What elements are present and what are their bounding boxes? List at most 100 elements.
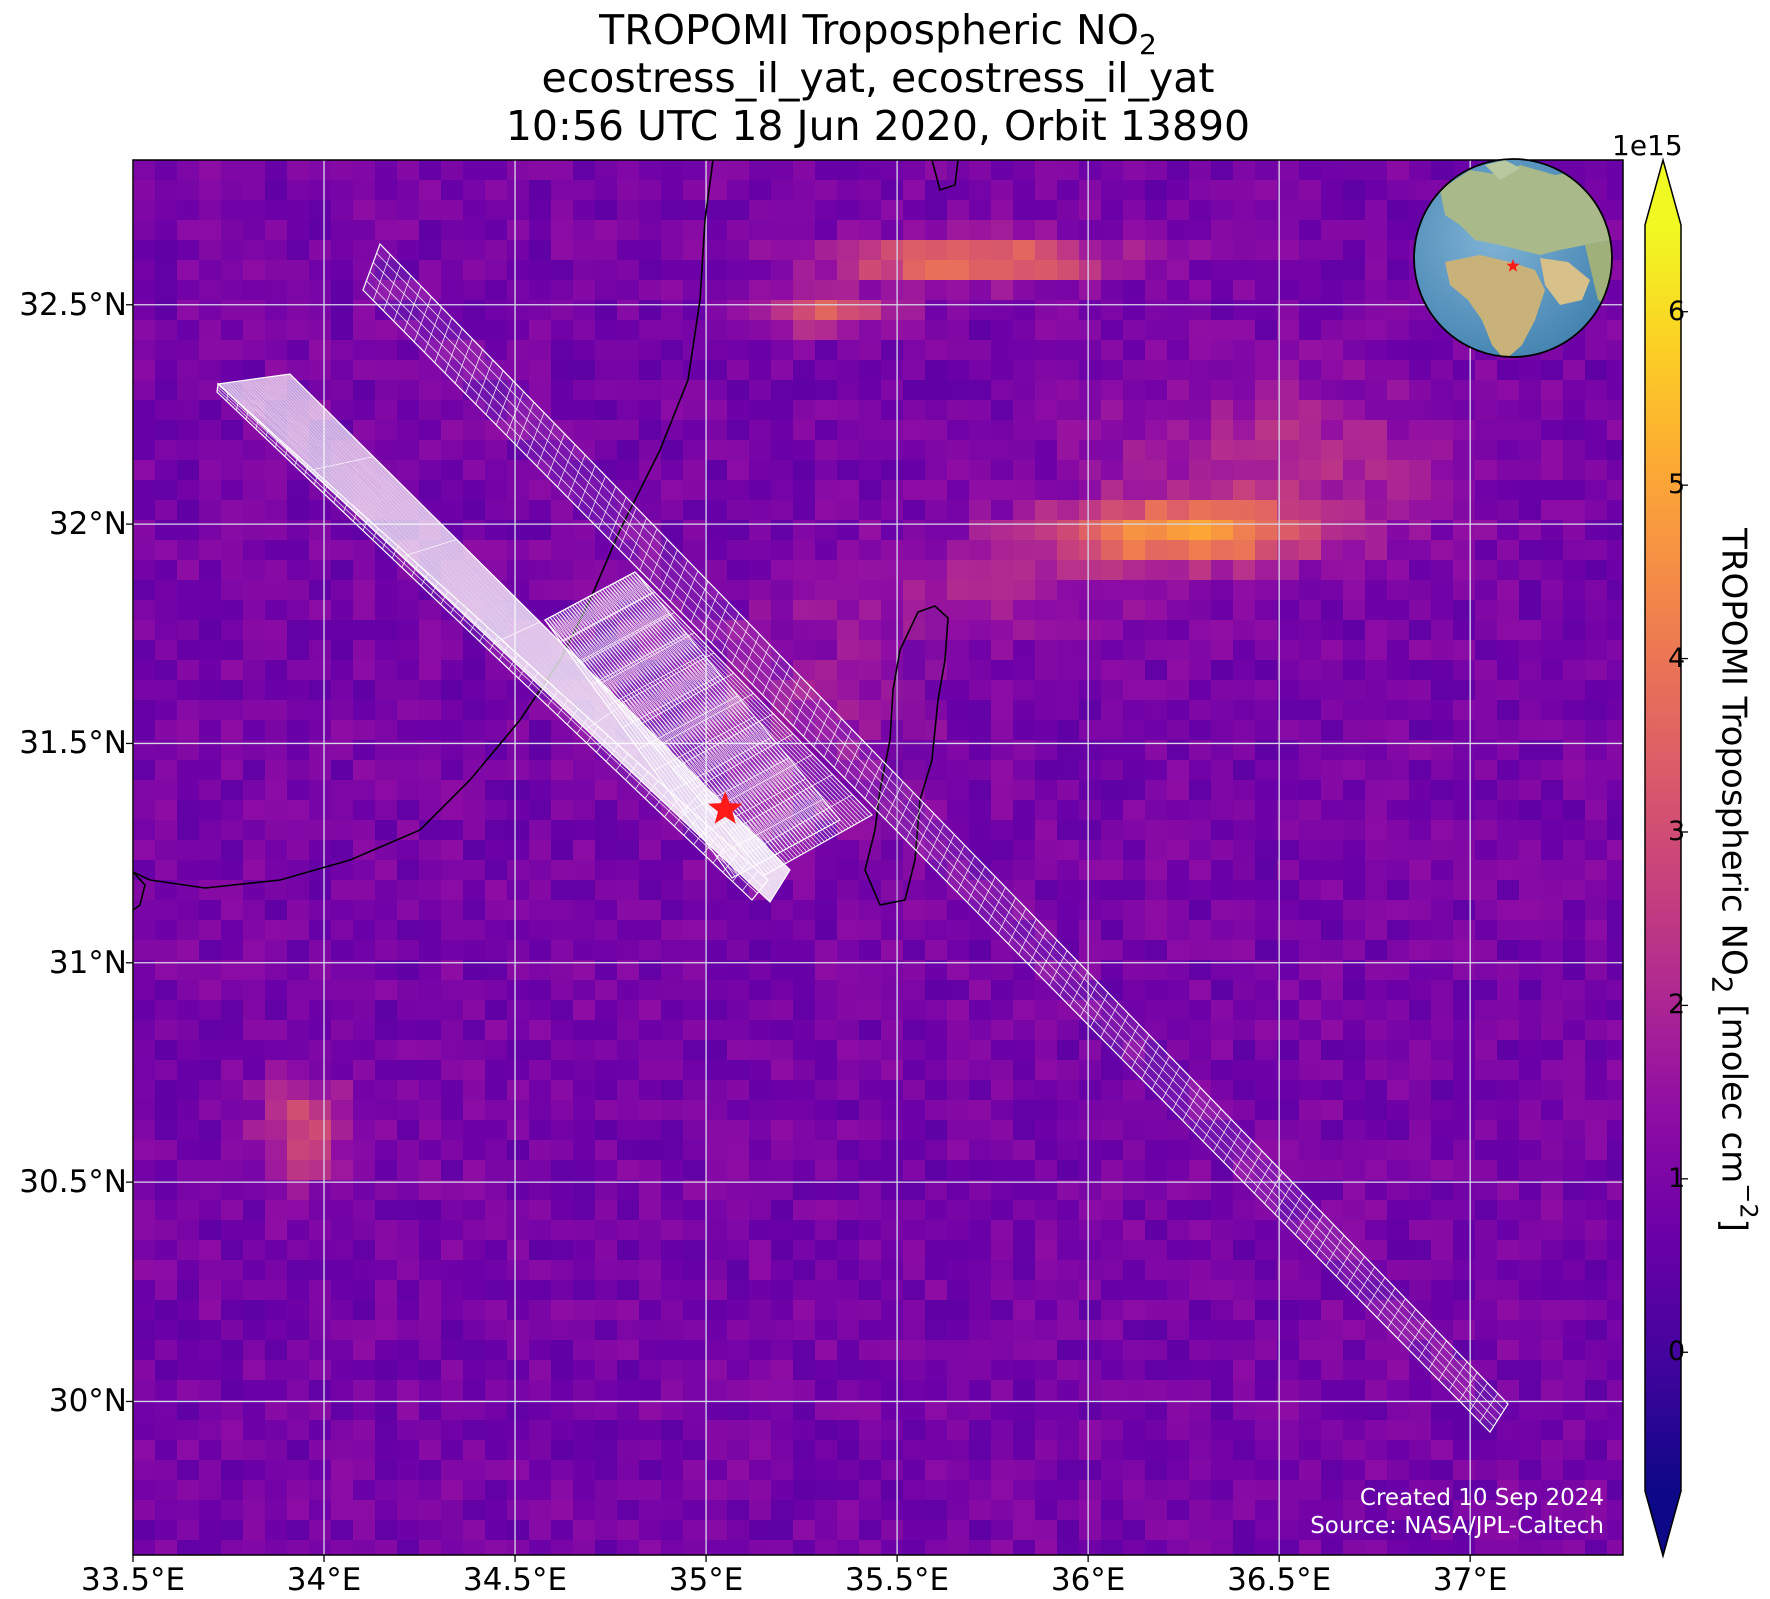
no2-pixel (1431, 920, 1454, 941)
no2-pixel (551, 240, 574, 261)
no2-pixel (1431, 1320, 1454, 1341)
no2-pixel (265, 1320, 288, 1341)
no2-pixel (1233, 300, 1256, 321)
no2-pixel (243, 1360, 266, 1381)
no2-pixel (265, 660, 288, 681)
no2-pixel (397, 1540, 420, 1555)
no2-pixel (749, 1480, 772, 1501)
no2-pixel (969, 1360, 992, 1381)
no2-pixel (1079, 360, 1102, 381)
no2-pixel (1497, 1000, 1520, 1021)
no2-pixel (1343, 180, 1366, 201)
no2-pixel (881, 1060, 904, 1081)
no2-pixel (1497, 1540, 1520, 1555)
no2-pixel (1277, 1400, 1300, 1421)
no2-pixel (1189, 160, 1212, 181)
no2-pixel (859, 740, 882, 761)
no2-pixel (793, 260, 816, 281)
no2-pixel (925, 340, 948, 361)
no2-pixel (287, 1240, 310, 1261)
no2-pixel (1035, 280, 1058, 301)
no2-pixel (947, 1000, 970, 1021)
no2-pixel (1035, 840, 1058, 861)
no2-pixel (1343, 220, 1366, 241)
no2-pixel (595, 1540, 618, 1555)
no2-pixel (1277, 1220, 1300, 1241)
no2-pixel (793, 440, 816, 461)
no2-pixel (1387, 420, 1410, 441)
no2-pixel (771, 300, 794, 321)
no2-pixel (837, 1260, 860, 1281)
swath-grid-line (854, 750, 873, 789)
no2-pixel (969, 860, 992, 881)
no2-pixel (199, 180, 222, 201)
no2-pixel (221, 720, 244, 741)
no2-pixel (221, 1160, 244, 1181)
no2-pixel (265, 1360, 288, 1381)
no2-pixel (881, 1040, 904, 1061)
no2-pixel (177, 1280, 200, 1301)
no2-pixel (529, 1240, 552, 1261)
swath-grid-line (1458, 1372, 1478, 1402)
no2-pixel (573, 1360, 596, 1381)
no2-pixel (485, 1440, 508, 1461)
no2-pixel (177, 340, 200, 361)
no2-pixel (859, 960, 882, 981)
no2-pixel (265, 1340, 288, 1361)
no2-pixel (1475, 1000, 1498, 1021)
no2-pixel (1167, 840, 1190, 861)
no2-pixel (1387, 1520, 1410, 1541)
no2-pixel (705, 980, 728, 1001)
no2-pixel (1211, 800, 1234, 821)
no2-pixel (1277, 960, 1300, 981)
no2-pixel (287, 1520, 310, 1541)
no2-pixel (1321, 560, 1344, 581)
no2-pixel (1123, 200, 1146, 221)
no2-pixel (1057, 1480, 1080, 1501)
no2-pixel (727, 460, 750, 481)
no2-pixel (287, 1080, 310, 1101)
no2-pixel (529, 880, 552, 901)
no2-pixel (1321, 500, 1344, 521)
no2-pixel (903, 160, 926, 181)
no2-pixel (1343, 1260, 1366, 1281)
no2-pixel (529, 320, 552, 341)
no2-pixel (1321, 200, 1344, 221)
no2-pixel (353, 240, 376, 261)
no2-pixel (331, 1020, 354, 1041)
no2-pixel (903, 1060, 926, 1081)
no2-pixel (331, 600, 354, 621)
no2-pixel (969, 220, 992, 241)
no2-pixel (1519, 1160, 1542, 1181)
no2-pixel (617, 360, 640, 381)
no2-pixel (331, 160, 354, 181)
no2-pixel (991, 780, 1014, 801)
no2-pixel (287, 700, 310, 721)
no2-pixel (1541, 800, 1564, 821)
no2-pixel (1431, 700, 1454, 721)
no2-pixel (1431, 1140, 1454, 1161)
no2-pixel (969, 400, 992, 421)
no2-pixel (1387, 620, 1410, 641)
no2-pixel (793, 1260, 816, 1281)
no2-pixel (1321, 1300, 1344, 1321)
no2-pixel (815, 1180, 838, 1201)
no2-pixel (925, 420, 948, 441)
no2-pixel (1387, 820, 1410, 841)
no2-pixel (441, 220, 464, 241)
no2-pixel (1607, 180, 1623, 201)
no2-pixel (485, 980, 508, 1001)
no2-pixel (199, 940, 222, 961)
no2-pixel (793, 1500, 816, 1521)
no2-pixel (815, 580, 838, 601)
no2-pixel (661, 1240, 684, 1261)
no2-pixel (925, 1180, 948, 1201)
no2-pixel (1145, 160, 1168, 181)
no2-pixel (595, 780, 618, 801)
no2-pixel (331, 1340, 354, 1361)
swath-grid-line (333, 492, 339, 503)
no2-pixel (419, 1060, 442, 1081)
no2-pixel (485, 820, 508, 841)
no2-pixel (133, 1280, 156, 1301)
no2-pixel (749, 620, 772, 641)
